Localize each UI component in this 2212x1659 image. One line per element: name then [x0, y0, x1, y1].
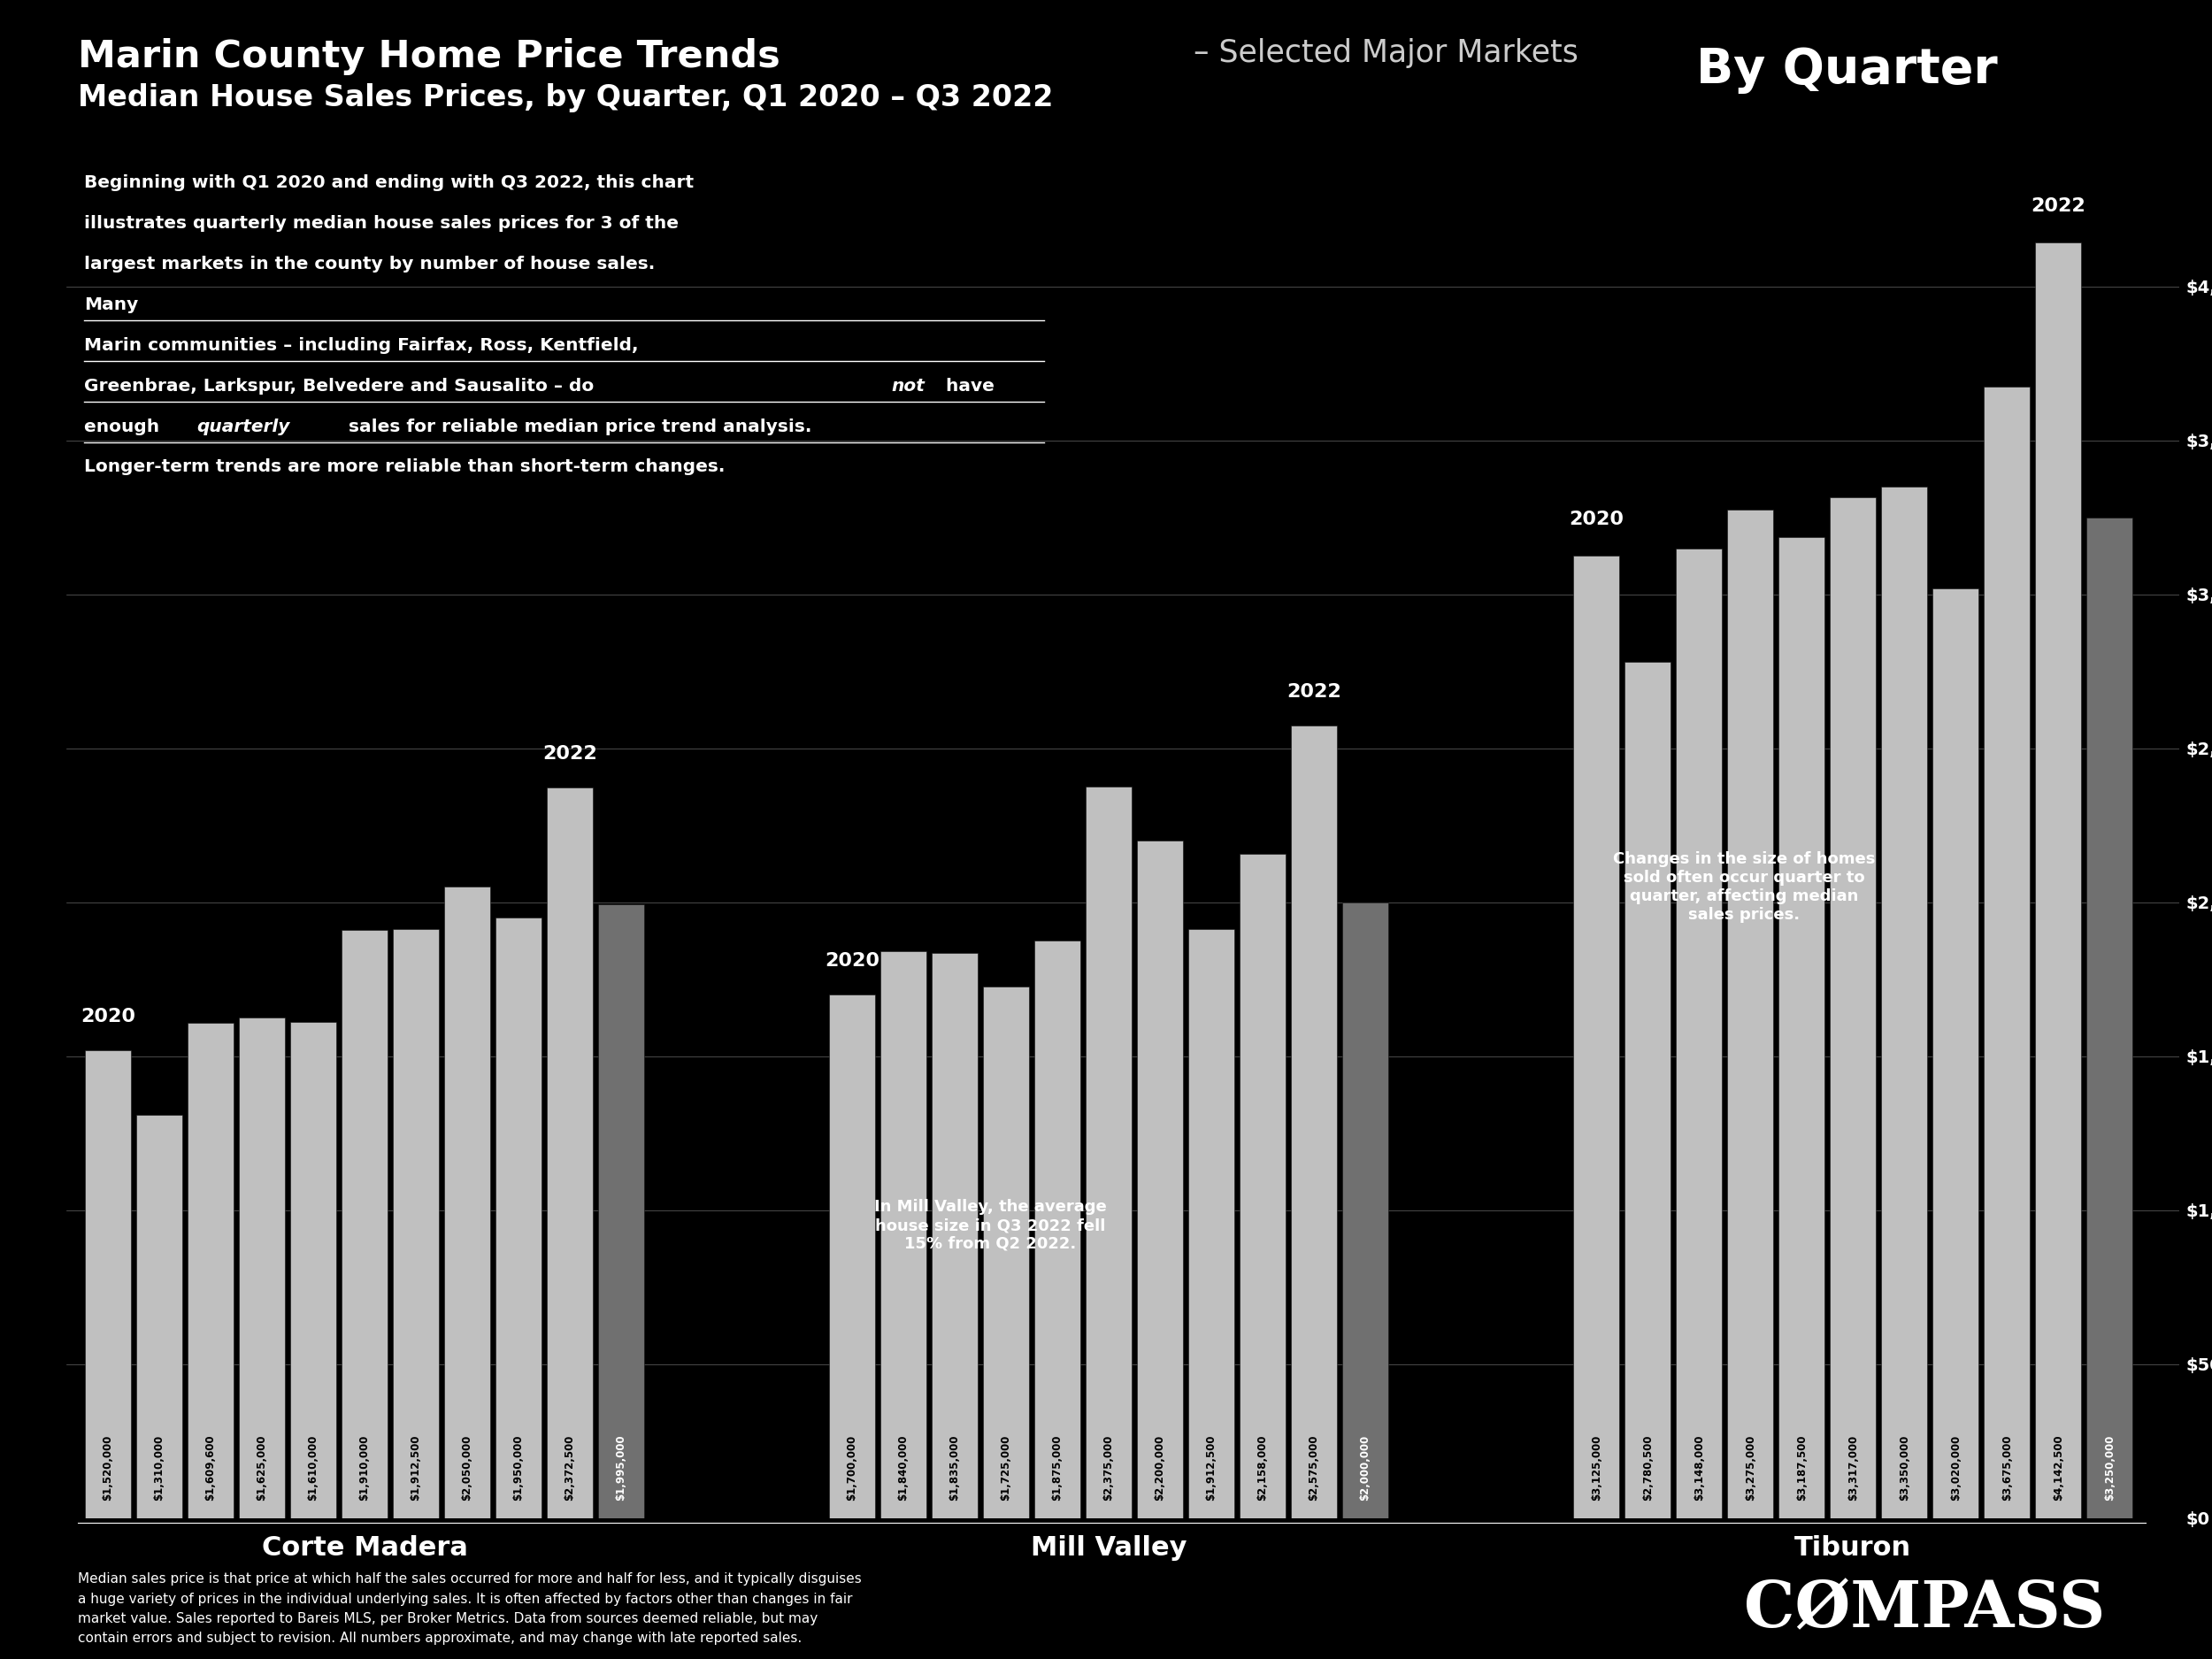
Text: $2,780,500: $2,780,500	[1641, 1435, 1652, 1501]
Bar	[1984, 387, 2031, 1518]
Text: sales for reliable median price trend analysis.: sales for reliable median price trend an…	[343, 418, 812, 435]
Bar	[2035, 242, 2081, 1518]
Bar	[597, 904, 644, 1518]
Text: Mill Valley: Mill Valley	[1031, 1535, 1188, 1561]
Text: 2020: 2020	[80, 1007, 135, 1025]
Bar	[2086, 518, 2132, 1518]
Text: Marin communities – including Fairfax, Ross, Kentfield,: Marin communities – including Fairfax, R…	[84, 337, 639, 353]
Bar	[931, 954, 978, 1518]
Text: Median House Sales Prices, by Quarter, Q1 2020 – Q3 2022: Median House Sales Prices, by Quarter, Q…	[77, 83, 1053, 113]
Bar	[982, 987, 1029, 1518]
Text: 2020: 2020	[1568, 511, 1624, 528]
Text: $1,950,000: $1,950,000	[513, 1435, 524, 1501]
Text: $1,310,000: $1,310,000	[153, 1435, 166, 1501]
Bar	[495, 917, 542, 1518]
Text: $1,609,600: $1,609,600	[206, 1435, 217, 1501]
Text: $2,375,000: $2,375,000	[1104, 1435, 1115, 1501]
Text: Median sales price is that price at which half the sales occurred for more and h: Median sales price is that price at whic…	[77, 1573, 860, 1646]
Text: largest markets in the county by number of house sales.: largest markets in the county by number …	[84, 255, 655, 272]
Text: $3,350,000: $3,350,000	[1898, 1435, 1909, 1501]
Text: $1,700,000: $1,700,000	[847, 1435, 858, 1501]
Bar	[341, 931, 387, 1518]
Text: enough: enough	[84, 418, 166, 435]
Text: Tiburon: Tiburon	[1794, 1535, 1911, 1561]
Text: $4,142,500: $4,142,500	[2053, 1435, 2064, 1501]
Bar	[1728, 509, 1774, 1518]
Text: $1,912,500: $1,912,500	[1206, 1435, 1217, 1501]
Text: Changes in the size of homes
sold often occur quarter to
quarter, affecting medi: Changes in the size of homes sold often …	[1613, 851, 1876, 922]
Text: 2022: 2022	[542, 745, 597, 763]
Text: $2,158,000: $2,158,000	[1256, 1435, 1267, 1501]
Bar	[1573, 556, 1619, 1518]
Text: Corte Madera: Corte Madera	[261, 1535, 467, 1561]
Bar	[546, 788, 593, 1518]
Text: $1,835,000: $1,835,000	[949, 1435, 960, 1501]
Bar	[137, 1115, 181, 1518]
Text: $1,840,000: $1,840,000	[898, 1435, 909, 1501]
Text: CØMPASS: CØMPASS	[1743, 1578, 2106, 1641]
Bar	[394, 929, 438, 1518]
Text: By Quarter: By Quarter	[1697, 46, 1997, 95]
Bar	[1880, 486, 1927, 1518]
Text: 2020: 2020	[825, 952, 880, 971]
Bar	[1239, 854, 1285, 1518]
Bar	[880, 952, 927, 1518]
Text: 2022: 2022	[2031, 197, 2086, 216]
Text: – Selected Major Markets: – Selected Major Markets	[1183, 38, 1577, 68]
Text: Greenbrae, Larkspur, Belvedere and Sausalito – do: Greenbrae, Larkspur, Belvedere and Sausa…	[84, 377, 599, 395]
Text: $3,675,000: $3,675,000	[2002, 1435, 2013, 1501]
Bar	[1137, 841, 1183, 1518]
Bar	[1292, 725, 1336, 1518]
Text: Many: Many	[84, 295, 137, 314]
Text: $3,317,000: $3,317,000	[1847, 1435, 1858, 1501]
Bar	[1677, 549, 1723, 1518]
Text: quarterly: quarterly	[197, 418, 290, 435]
Text: illustrates quarterly median house sales prices for 3 of the: illustrates quarterly median house sales…	[84, 214, 679, 232]
Text: $3,125,000: $3,125,000	[1590, 1435, 1601, 1501]
Bar	[239, 1017, 285, 1518]
Text: $2,000,000: $2,000,000	[1360, 1435, 1371, 1501]
Text: In Mill Valley, the average
house size in Q3 2022 fell
15% from Q2 2022.: In Mill Valley, the average house size i…	[874, 1199, 1106, 1253]
Bar	[290, 1022, 336, 1518]
Bar	[1624, 662, 1670, 1518]
Text: $3,020,000: $3,020,000	[1949, 1435, 1962, 1501]
Bar	[830, 995, 876, 1518]
Text: Longer-term trends are more reliable than short-term changes.: Longer-term trends are more reliable tha…	[84, 458, 726, 476]
Text: $3,250,000: $3,250,000	[2104, 1435, 2115, 1501]
Text: $1,610,000: $1,610,000	[307, 1435, 319, 1501]
Text: $3,148,000: $3,148,000	[1692, 1435, 1705, 1501]
Text: $1,995,000: $1,995,000	[615, 1435, 626, 1501]
Text: $2,575,000: $2,575,000	[1307, 1435, 1321, 1501]
Text: $3,275,000: $3,275,000	[1745, 1435, 1756, 1501]
Text: Marin County Home Price Trends: Marin County Home Price Trends	[77, 38, 781, 75]
Text: $1,912,500: $1,912,500	[409, 1435, 422, 1501]
Bar	[84, 1050, 131, 1518]
Text: $2,050,000: $2,050,000	[462, 1435, 473, 1501]
Text: $1,875,000: $1,875,000	[1051, 1435, 1064, 1501]
Text: 2022: 2022	[1287, 684, 1340, 700]
Bar	[445, 888, 491, 1518]
Text: $1,520,000: $1,520,000	[102, 1435, 113, 1501]
Text: $1,725,000: $1,725,000	[1000, 1435, 1011, 1501]
Bar	[1933, 589, 1980, 1518]
Text: $2,372,500: $2,372,500	[564, 1435, 575, 1501]
Bar	[1035, 941, 1079, 1518]
Bar	[1188, 929, 1234, 1518]
Bar	[1343, 902, 1389, 1518]
Text: $3,187,500: $3,187,500	[1796, 1435, 1807, 1501]
Bar	[188, 1022, 234, 1518]
Text: $1,625,000: $1,625,000	[257, 1435, 268, 1501]
Text: Beginning with Q1 2020 and ending with Q3 2022, this chart: Beginning with Q1 2020 and ending with Q…	[84, 174, 695, 191]
Text: not: not	[891, 377, 925, 395]
Bar	[1829, 498, 1876, 1518]
Text: $2,200,000: $2,200,000	[1155, 1435, 1166, 1501]
Bar	[1778, 538, 1825, 1518]
Text: $1,910,000: $1,910,000	[358, 1435, 369, 1501]
Bar	[1086, 786, 1133, 1518]
Text: have: have	[940, 377, 995, 395]
